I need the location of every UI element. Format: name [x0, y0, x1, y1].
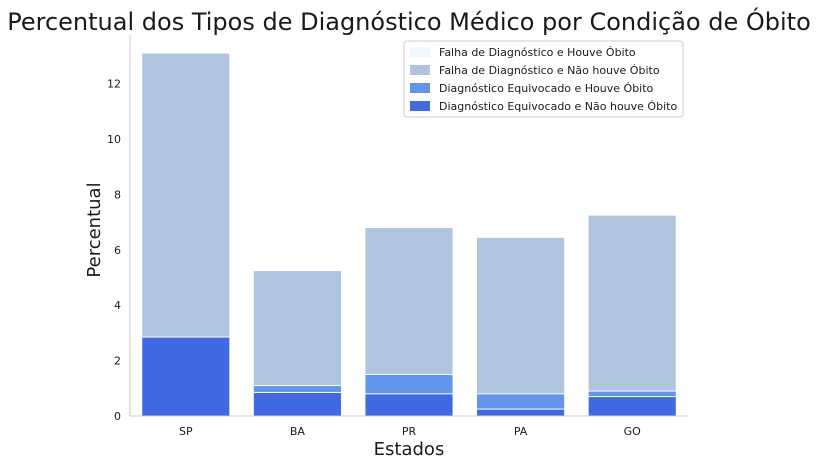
- chart-title: Percentual dos Tipos de Diagnóstico Médi…: [7, 6, 811, 36]
- y-tick-label: 0: [114, 410, 121, 423]
- legend-label: Falha de Diagnóstico e Houve Óbito: [439, 46, 636, 59]
- bar-series4-pa: [476, 408, 566, 417]
- bar-series4-ba: [252, 391, 342, 417]
- bar-series4-go: [587, 396, 677, 417]
- legend-label: Diagnóstico Equivocado e Não houve Óbito: [439, 100, 677, 113]
- bar-series4-pr: [364, 393, 454, 417]
- legend: Falha de Diagnóstico e Houve Óbito Falha …: [403, 40, 684, 118]
- legend-swatch: [410, 83, 430, 93]
- x-tick-label: PR: [402, 425, 417, 438]
- bars-group: [141, 52, 677, 417]
- y-tick-label: 8: [114, 188, 121, 201]
- legend-swatch: [410, 47, 430, 57]
- y-tick-label: 2: [114, 355, 121, 368]
- x-axis-label: Estados: [374, 439, 445, 460]
- legend-swatch: [410, 65, 430, 75]
- legend-label: Falha de Diagnóstico e Não houve Óbito: [439, 64, 660, 77]
- legend-frame: [403, 40, 684, 118]
- bar-series2-go: [587, 214, 677, 417]
- legend-label: Diagnóstico Equivocado e Houve Óbito: [439, 82, 654, 95]
- x-tick-label: SP: [179, 425, 193, 438]
- legend-swatch: [410, 101, 430, 111]
- x-tick-label: PA: [514, 425, 528, 438]
- x-tick-label: BA: [290, 425, 306, 438]
- bar-series4-sp: [141, 336, 231, 417]
- y-ticks-group: 0 2 4 6 8 10 12: [107, 77, 121, 423]
- y-tick-label: 4: [114, 299, 121, 312]
- x-tick-label: GO: [624, 425, 642, 438]
- y-tick-label: 6: [114, 244, 121, 257]
- bar-series2-pa: [476, 236, 566, 417]
- y-tick-label: 10: [107, 133, 121, 146]
- x-ticks-group: SP BA PR PA GO: [179, 425, 641, 438]
- y-tick-label: 12: [107, 77, 121, 90]
- y-axis-label: Percentual: [84, 182, 105, 277]
